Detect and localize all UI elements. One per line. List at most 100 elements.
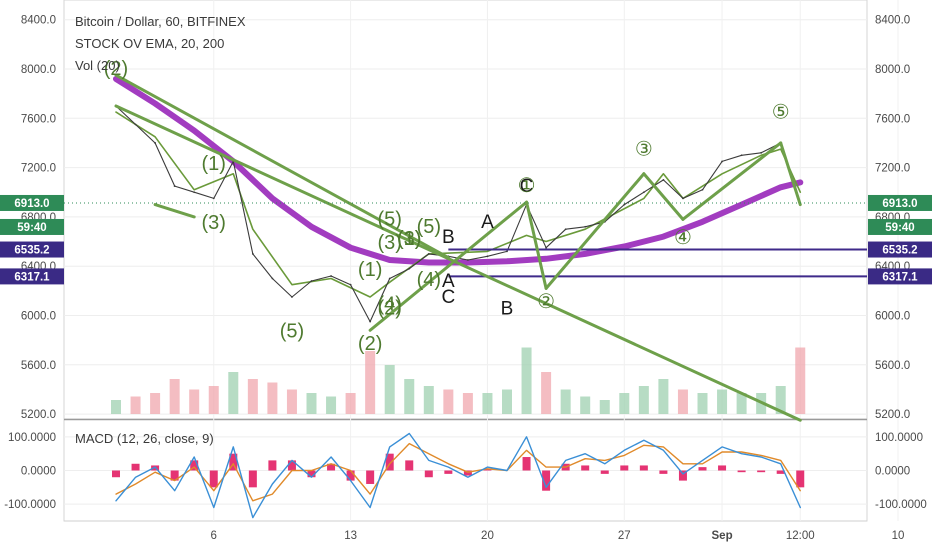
price-point bbox=[134, 123, 137, 126]
price-point bbox=[173, 185, 176, 187]
last-price-tag-text: 6913.0 bbox=[14, 198, 49, 210]
wave-label: ① bbox=[518, 175, 536, 197]
last-price-tag-box bbox=[0, 194, 64, 211]
time-tick: 10 bbox=[892, 530, 905, 542]
right-price-tick: 5200.0 bbox=[875, 409, 910, 421]
chart-title: Bitcoin / Dollar, 60, BITFINEX bbox=[75, 14, 246, 29]
volume-bar bbox=[365, 351, 376, 414]
right-price-tick: 8400.0 bbox=[875, 15, 910, 27]
wave-label: (4) bbox=[377, 294, 401, 316]
price-point bbox=[427, 252, 430, 255]
price-point bbox=[506, 250, 508, 253]
volume-bar bbox=[404, 379, 415, 414]
macd-histogram-bar bbox=[209, 470, 218, 488]
trend-line bbox=[544, 172, 646, 290]
right-price-tick: 7600.0 bbox=[875, 113, 910, 125]
price-point bbox=[642, 191, 645, 194]
countdown-tag-box bbox=[868, 218, 932, 235]
wave-label: (2) bbox=[377, 297, 401, 319]
price-point bbox=[682, 197, 684, 200]
macd-histogram-bar bbox=[170, 470, 179, 481]
wave-label: (2) bbox=[358, 333, 382, 355]
wave-label: (3) bbox=[397, 228, 421, 250]
trend-line bbox=[114, 73, 450, 260]
price-point bbox=[291, 296, 293, 298]
price-point bbox=[760, 151, 763, 154]
wave-label: (1) bbox=[397, 228, 421, 250]
macd-histogram-bar bbox=[287, 460, 296, 471]
volume-bar bbox=[462, 393, 473, 414]
wave-annotations: (2)(1)(3)(5)(2)(1)(4)(2)(3)(5)(1)(3)(5)(… bbox=[104, 58, 790, 355]
macd-histogram-bar bbox=[248, 470, 257, 488]
trend-line bbox=[368, 200, 529, 332]
macd-histogram-bar bbox=[483, 468, 492, 471]
volume-bar bbox=[619, 393, 630, 414]
volume-bar bbox=[638, 386, 649, 414]
macd-histogram-bar bbox=[659, 470, 668, 474]
macd-histogram-bar bbox=[463, 470, 472, 476]
wave-label: ⑤ bbox=[772, 101, 790, 123]
price-point bbox=[467, 259, 469, 261]
price-point bbox=[662, 179, 665, 181]
volume-bar bbox=[580, 396, 591, 414]
macd-histogram-bar bbox=[718, 465, 727, 471]
last-price-tag-text: 6913.0 bbox=[882, 198, 917, 210]
level-upper-tag-text: 6535.2 bbox=[14, 245, 49, 257]
left-macd-tick: 0.0000 bbox=[21, 466, 56, 478]
right-price-tick: 5600.0 bbox=[875, 360, 910, 372]
indicator-label: STOCK OV EMA, 20, 200 bbox=[75, 36, 224, 51]
macd-histogram-bar bbox=[307, 470, 316, 478]
volume-bar bbox=[541, 372, 552, 414]
volume-bar bbox=[169, 379, 180, 414]
price-tags: 6913.0 6913.0 59:40 59:40 6535.2 6535.2 6317.1… bbox=[0, 194, 932, 285]
volume-bar bbox=[306, 393, 317, 414]
macd-histogram-bar bbox=[600, 470, 609, 474]
price-point bbox=[154, 142, 157, 144]
macd-label: MACD (12, 26, close, 9) bbox=[75, 431, 214, 446]
volume-bar bbox=[130, 396, 141, 414]
price-point bbox=[740, 154, 743, 157]
macd-histogram-bar bbox=[444, 470, 453, 474]
signal-line bbox=[115, 442, 801, 502]
volume-bar bbox=[697, 393, 708, 414]
time-tick: 12:00 bbox=[786, 530, 815, 542]
right-macd-tick: 0.0000 bbox=[875, 466, 910, 478]
macd-histogram-bar bbox=[346, 470, 355, 481]
trend-line bbox=[525, 200, 548, 290]
macd-layer bbox=[112, 432, 805, 519]
right-price-tick: 8000.0 bbox=[875, 64, 910, 76]
wave-label: C bbox=[441, 287, 455, 308]
macd-histogram-bar bbox=[385, 453, 394, 471]
left-price-tick: 7200.0 bbox=[21, 163, 56, 175]
level-upper-tag-text: 6535.2 bbox=[882, 245, 917, 257]
trend-lines bbox=[114, 73, 802, 422]
price-point bbox=[193, 191, 196, 194]
price-point bbox=[310, 280, 313, 282]
wave-label: A bbox=[442, 271, 455, 292]
wave-label: (4) bbox=[417, 269, 441, 291]
level-lower-tag-box bbox=[0, 268, 64, 285]
price-point bbox=[721, 160, 723, 163]
price-point bbox=[388, 277, 391, 280]
countdown-tag-text: 59:40 bbox=[17, 222, 46, 234]
volume-bar bbox=[775, 386, 786, 414]
volume-label: Vol (20) bbox=[75, 58, 120, 73]
macd-histogram-bar bbox=[639, 465, 648, 471]
wave-label: (5) bbox=[417, 216, 441, 238]
level-upper-tag-box bbox=[868, 241, 932, 258]
price-point bbox=[584, 225, 587, 228]
left-price-tick: 5200.0 bbox=[21, 409, 56, 421]
price-point bbox=[369, 320, 372, 323]
macd-histogram-bar bbox=[112, 470, 120, 478]
price-point bbox=[271, 277, 274, 280]
macd-line bbox=[115, 432, 801, 519]
horizontal-levels bbox=[448, 248, 867, 278]
countdown-tag-text: 59:40 bbox=[885, 222, 914, 234]
trend-line bbox=[681, 141, 783, 221]
wave-label: (3) bbox=[377, 232, 401, 254]
volume-bar bbox=[560, 389, 571, 414]
wave-label: (1) bbox=[202, 153, 226, 175]
volume-bars bbox=[111, 347, 806, 414]
time-tick: 20 bbox=[481, 530, 494, 542]
